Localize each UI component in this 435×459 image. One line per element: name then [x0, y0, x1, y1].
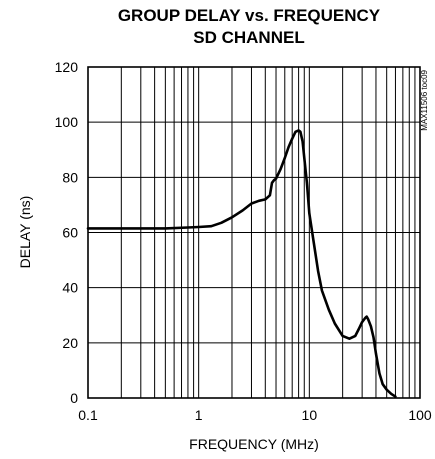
y-tick-label: 120	[55, 59, 79, 75]
plot-frame	[87, 66, 421, 399]
y-tick-label: 0	[70, 390, 78, 406]
chart-title: GROUP DELAY vs. FREQUENCY	[118, 6, 381, 25]
chart-annotation: MAX11506 toc09	[420, 69, 429, 130]
y-tick-label: 60	[62, 225, 78, 241]
y-tick-label: 80	[62, 169, 78, 185]
x-tick-label: 10	[302, 407, 318, 423]
x-tick-label: 100	[408, 407, 432, 423]
y-tick-label: 20	[62, 335, 78, 351]
x-axis-label: FREQUENCY (MHz)	[189, 436, 319, 452]
x-tick-labels: 0.1 1 10 100	[78, 407, 432, 423]
delay-series-line	[86, 129, 397, 398]
grid	[88, 67, 420, 398]
y-axis-label: DELAY (ns)	[17, 196, 33, 269]
series-layer	[86, 129, 397, 398]
y-tick-label: 100	[55, 114, 79, 130]
x-tick-label: 0.1	[78, 407, 98, 423]
x-tick-label: 1	[195, 407, 203, 423]
y-tick-labels: 0 20 40 60 80 100 120	[55, 59, 79, 406]
chart-subtitle: SD CHANNEL	[193, 28, 304, 47]
y-tick-label: 40	[62, 280, 78, 296]
